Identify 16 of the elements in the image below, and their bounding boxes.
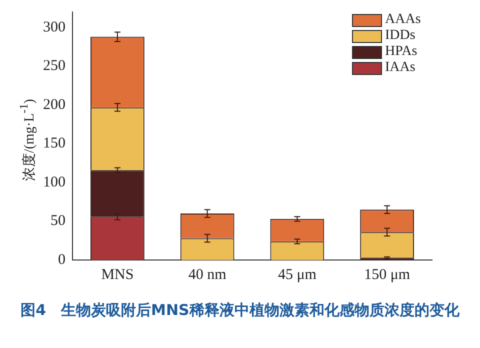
legend-label: IDDs: [385, 28, 416, 44]
y-tick-label: 50: [50, 213, 66, 230]
y-tick-label: 200: [43, 96, 66, 113]
y-tick-label: 100: [43, 174, 66, 190]
caption: 图4 生物炭吸附后MNS稀释液中植物激素和化感物质浓度的变化: [20, 300, 460, 321]
x-tick-label: 45 μm: [278, 266, 317, 283]
x-tick-label: 150 μm: [364, 266, 410, 283]
x-tick-label: 40 nm: [188, 266, 227, 283]
y-tick-label: 0: [58, 252, 66, 268]
legend-label: IAAs: [385, 60, 416, 76]
x-tick-label: MNS: [101, 266, 134, 283]
legend-label: AAAs: [385, 12, 421, 28]
y-tick-label: 150: [43, 136, 66, 152]
y-tick-label: 250: [43, 58, 66, 74]
legend-label: HPAs: [385, 44, 418, 60]
y-tick-label: 300: [43, 19, 66, 36]
